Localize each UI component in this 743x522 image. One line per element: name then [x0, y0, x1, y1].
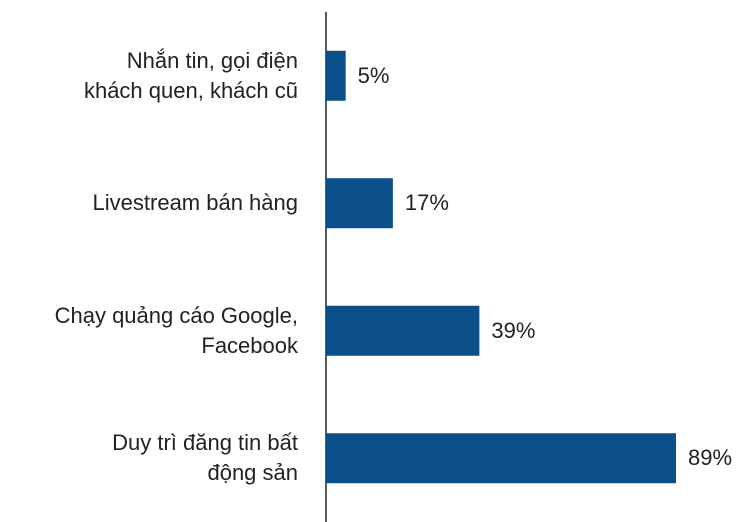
category-label: Chạy quảng cáo Google, Facebook [54, 302, 298, 358]
bar [326, 178, 393, 229]
value-label: 89% [688, 445, 733, 471]
value-label: 5% [357, 62, 390, 88]
category-label: Livestream bán hàng [92, 190, 298, 216]
value-label: 39% [491, 317, 536, 343]
category-label: Nhắn tin, gọi điện khách quen, khách cũ [83, 47, 298, 103]
bar [326, 305, 480, 356]
bar [326, 50, 346, 101]
value-label: 17% [404, 190, 449, 216]
category-label: Duy trì đăng tin bất động sản [112, 430, 298, 486]
bar [326, 433, 676, 484]
